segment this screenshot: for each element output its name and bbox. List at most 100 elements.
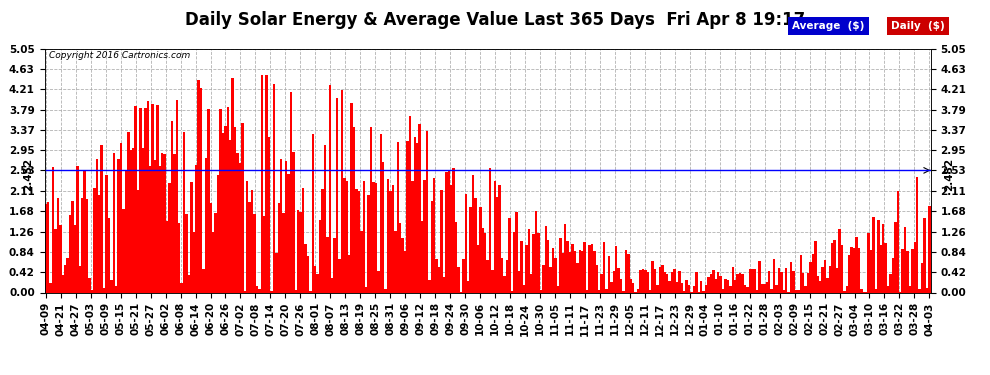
Bar bbox=[547, 240, 549, 292]
Bar bbox=[804, 286, 807, 292]
Bar bbox=[394, 231, 397, 292]
Bar bbox=[700, 282, 703, 292]
Bar bbox=[401, 238, 404, 292]
Bar bbox=[778, 268, 780, 292]
Bar bbox=[387, 179, 389, 292]
Bar bbox=[304, 244, 307, 292]
Bar bbox=[758, 261, 760, 292]
Bar bbox=[153, 160, 156, 292]
Bar bbox=[113, 153, 115, 292]
Bar bbox=[436, 260, 438, 292]
Bar bbox=[433, 178, 436, 292]
Bar bbox=[538, 233, 540, 292]
Bar bbox=[703, 291, 705, 292]
Bar bbox=[623, 291, 625, 292]
Bar bbox=[443, 277, 446, 292]
Text: 2.452: 2.452 bbox=[23, 158, 33, 191]
Bar bbox=[795, 290, 797, 292]
Bar bbox=[892, 258, 894, 292]
Bar bbox=[295, 290, 297, 292]
Bar bbox=[200, 88, 202, 292]
Bar bbox=[88, 278, 91, 292]
Bar bbox=[78, 266, 81, 292]
Bar bbox=[742, 274, 743, 292]
Bar bbox=[197, 80, 200, 292]
Bar bbox=[232, 78, 234, 292]
Bar bbox=[819, 281, 822, 292]
Bar bbox=[421, 221, 424, 292]
Bar bbox=[725, 279, 727, 292]
Bar bbox=[250, 190, 253, 292]
Bar bbox=[237, 153, 239, 292]
Bar bbox=[540, 290, 543, 292]
Bar bbox=[773, 259, 775, 292]
Bar bbox=[845, 285, 848, 292]
Bar bbox=[860, 290, 862, 292]
Bar bbox=[346, 182, 348, 292]
Bar bbox=[610, 282, 613, 292]
Bar bbox=[574, 251, 576, 292]
Bar bbox=[406, 141, 409, 292]
Text: Average  ($): Average ($) bbox=[792, 21, 864, 31]
Bar bbox=[447, 171, 449, 292]
Bar bbox=[108, 218, 110, 292]
Bar bbox=[765, 282, 768, 292]
Bar bbox=[921, 263, 924, 292]
Bar bbox=[530, 274, 533, 292]
Bar bbox=[850, 247, 853, 292]
Bar bbox=[331, 278, 334, 292]
Bar bbox=[827, 278, 829, 292]
Bar bbox=[51, 167, 54, 292]
Bar bbox=[91, 290, 93, 292]
Bar bbox=[151, 104, 153, 292]
Bar bbox=[145, 108, 147, 292]
Bar bbox=[578, 250, 581, 292]
Bar bbox=[50, 283, 51, 292]
Bar bbox=[884, 243, 887, 292]
Bar bbox=[190, 182, 193, 292]
Bar bbox=[867, 232, 870, 292]
Bar bbox=[646, 272, 649, 292]
Bar bbox=[569, 252, 571, 292]
Bar bbox=[411, 181, 414, 292]
Bar bbox=[272, 84, 275, 292]
Bar bbox=[561, 253, 564, 292]
Bar bbox=[207, 109, 210, 292]
Bar bbox=[627, 254, 630, 292]
Bar bbox=[710, 274, 712, 292]
Bar bbox=[790, 262, 792, 292]
Bar bbox=[668, 281, 671, 292]
Bar bbox=[603, 242, 605, 292]
Bar bbox=[299, 212, 302, 292]
Bar bbox=[518, 271, 521, 292]
Bar bbox=[683, 291, 685, 292]
Bar bbox=[175, 100, 178, 292]
Bar bbox=[222, 133, 224, 292]
Bar bbox=[523, 285, 526, 292]
Bar bbox=[212, 232, 215, 292]
Bar bbox=[47, 202, 50, 292]
Bar bbox=[782, 291, 785, 292]
Bar bbox=[543, 266, 545, 292]
Bar bbox=[812, 254, 814, 292]
Bar bbox=[889, 274, 892, 292]
Bar bbox=[526, 244, 528, 292]
Bar bbox=[95, 159, 98, 292]
Bar bbox=[882, 224, 884, 292]
Bar bbox=[919, 289, 921, 292]
Bar bbox=[673, 269, 676, 292]
Bar bbox=[887, 286, 889, 292]
Bar bbox=[426, 131, 428, 292]
Bar bbox=[642, 269, 644, 292]
Bar bbox=[620, 279, 623, 292]
Bar bbox=[454, 222, 457, 292]
Bar bbox=[275, 253, 277, 292]
Bar bbox=[800, 255, 802, 292]
Bar bbox=[195, 165, 197, 292]
Bar bbox=[242, 123, 244, 292]
Bar bbox=[649, 290, 651, 292]
Bar bbox=[503, 276, 506, 292]
Text: Daily Solar Energy & Average Value Last 365 Days  Fri Apr 8 19:17: Daily Solar Energy & Average Value Last … bbox=[185, 11, 805, 29]
Bar bbox=[210, 202, 212, 292]
Bar bbox=[909, 286, 911, 292]
